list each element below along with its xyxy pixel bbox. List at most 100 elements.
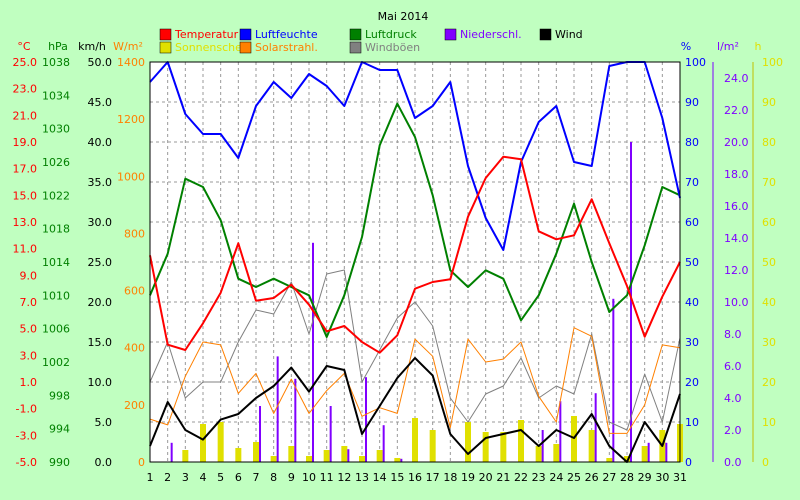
axis-tick-sunshine: 10 — [762, 416, 776, 429]
axis-tick-solar: 1000 — [117, 170, 145, 183]
axis-unit-solar: W/m² — [113, 40, 143, 53]
legend-swatch-windb-en — [349, 41, 362, 54]
axis-tick-temperature: 19.0 — [13, 136, 38, 149]
legend-swatch-temperatur — [159, 28, 172, 41]
axis-tick-precipitation: 2.0 — [724, 424, 742, 437]
bar-sonnenschein — [288, 446, 295, 462]
bar-sonnenschein — [376, 450, 383, 462]
axis-tick-solar: 1400 — [117, 56, 145, 69]
bar-niederschl — [630, 142, 632, 462]
axis-tick-precipitation: 10.0 — [724, 296, 749, 309]
axis-tick-wind: 50.0 — [88, 56, 113, 69]
x-tick-label: 14 — [373, 471, 387, 484]
bar-sonnenschein — [235, 448, 242, 462]
bar-sonnenschein — [641, 446, 648, 462]
legend-swatch-sonnenschein — [159, 41, 172, 54]
bar-sonnenschein — [500, 432, 507, 462]
axis-tick-pressure: 1022 — [42, 189, 70, 202]
legend-swatch-luftfeuchte — [239, 28, 252, 41]
line-wind — [149, 357, 681, 463]
axis-tick-wind: 25.0 — [88, 256, 113, 269]
x-tick-label: 21 — [496, 471, 510, 484]
legend-swatch-wind — [539, 28, 552, 41]
axis-tick-pressure: 1030 — [42, 123, 70, 136]
legend-label-solarstrahl: Solarstrahl. — [255, 41, 318, 54]
x-tick-label: 28 — [620, 471, 634, 484]
legend-label-sonnenschein: Sonnenschein — [175, 41, 252, 54]
legend-label-niederschl: Niederschl. — [460, 28, 522, 41]
bar-sonnenschein — [253, 442, 259, 462]
axis-tick-sunshine: 20 — [762, 376, 776, 389]
x-tick-label: 17 — [426, 471, 440, 484]
x-tick-label: 26 — [585, 471, 599, 484]
axis-tick-precipitation: 14.0 — [724, 232, 749, 245]
legend: Temperatur Luftfeuchte Luftdruck Niederschl… — [159, 28, 583, 54]
legend-swatch-solarstrahl — [239, 41, 252, 54]
bar-sonnenschein — [341, 446, 348, 462]
axis-tick-sunshine: 60 — [762, 216, 776, 229]
bar-niederschl — [665, 442, 668, 462]
axis-tick-pressure: 1026 — [42, 156, 70, 169]
bar-sonnenschein — [200, 424, 206, 462]
legend-label-windb-en: Windböen — [365, 41, 420, 54]
legend-label-luftfeuchte: Luftfeuchte — [255, 28, 318, 41]
line-solarstrahl — [149, 327, 681, 434]
axis-tick-temperature: 15.0 — [13, 189, 38, 202]
axis-tick-sunshine: 0 — [762, 456, 769, 469]
axis-tick-pressure: 1014 — [42, 256, 70, 269]
axis-tick-wind: 15.0 — [88, 336, 113, 349]
axis-tick-wind: 45.0 — [88, 96, 113, 109]
x-tick-label: 5 — [217, 471, 224, 484]
axis-tick-temperature: 7.0 — [20, 296, 38, 309]
axis-tick-humidity: 20 — [685, 376, 699, 389]
bar-sonnenschein — [553, 444, 560, 462]
axis-tick-wind: 10.0 — [88, 376, 113, 389]
line-windb-en — [149, 269, 681, 431]
axis-tick-humidity: 30 — [685, 336, 699, 349]
axis-unit-humidity: % — [681, 40, 691, 53]
axis-tick-wind: 0.0 — [95, 456, 113, 469]
axis-tick-precipitation: 22.0 — [724, 104, 749, 117]
axis-tick-temperature: 23.0 — [13, 83, 38, 96]
axis-tick-humidity: 60 — [685, 216, 699, 229]
bar-sonnenschein — [359, 456, 365, 462]
axis-tick-precipitation: 0.0 — [724, 456, 742, 469]
bar-niederschl — [170, 442, 173, 462]
axis-tick-temperature: 1.0 — [20, 376, 38, 389]
bar-sonnenschein — [571, 416, 577, 462]
bar-sonnenschein — [306, 456, 312, 462]
axis-unit-wind: km/h — [78, 40, 106, 53]
axis-tick-sunshine: 30 — [762, 336, 776, 349]
axis-tick-precipitation: 24.0 — [724, 72, 749, 85]
bar-sonnenschein — [482, 432, 489, 462]
bar-sonnenschein — [217, 422, 224, 462]
legend-swatch-niederschl — [444, 28, 457, 41]
axis-tick-pressure: 1034 — [42, 89, 70, 102]
axis-tick-humidity: 100 — [685, 56, 706, 69]
x-tick-label: 30 — [655, 471, 669, 484]
bar-sonnenschein — [182, 450, 189, 462]
axis-tick-solar: 200 — [124, 399, 145, 412]
axis-tick-sunshine: 40 — [762, 296, 776, 309]
axis-tick-sunshine: 90 — [762, 96, 776, 109]
axis-tick-temperature: 25.0 — [13, 56, 38, 69]
axis-tick-pressure: 1010 — [42, 289, 70, 302]
axis-tick-humidity: 10 — [685, 416, 699, 429]
axis-tick-temperature: 3.0 — [20, 349, 38, 362]
x-tick-label: 31 — [673, 471, 687, 484]
axis-tick-temperature: -3.0 — [16, 429, 37, 442]
x-tick-label: 2 — [164, 471, 171, 484]
axis-tick-temperature: 21.0 — [13, 109, 38, 122]
legend-label-wind: Wind — [555, 28, 583, 41]
axis-tick-temperature: -1.0 — [16, 403, 37, 416]
bar-sonnenschein — [323, 450, 330, 462]
axis-tick-temperature: 17.0 — [13, 163, 38, 176]
axis-tick-wind: 35.0 — [88, 176, 113, 189]
x-tick-label: 13 — [355, 471, 369, 484]
axis-tick-pressure: 990 — [49, 456, 70, 469]
bar-niederschl — [347, 449, 350, 462]
axis-unit-pressure: hPa — [48, 40, 68, 53]
axis-tick-precipitation: 18.0 — [724, 168, 749, 181]
axis-tick-solar: 800 — [124, 227, 145, 240]
